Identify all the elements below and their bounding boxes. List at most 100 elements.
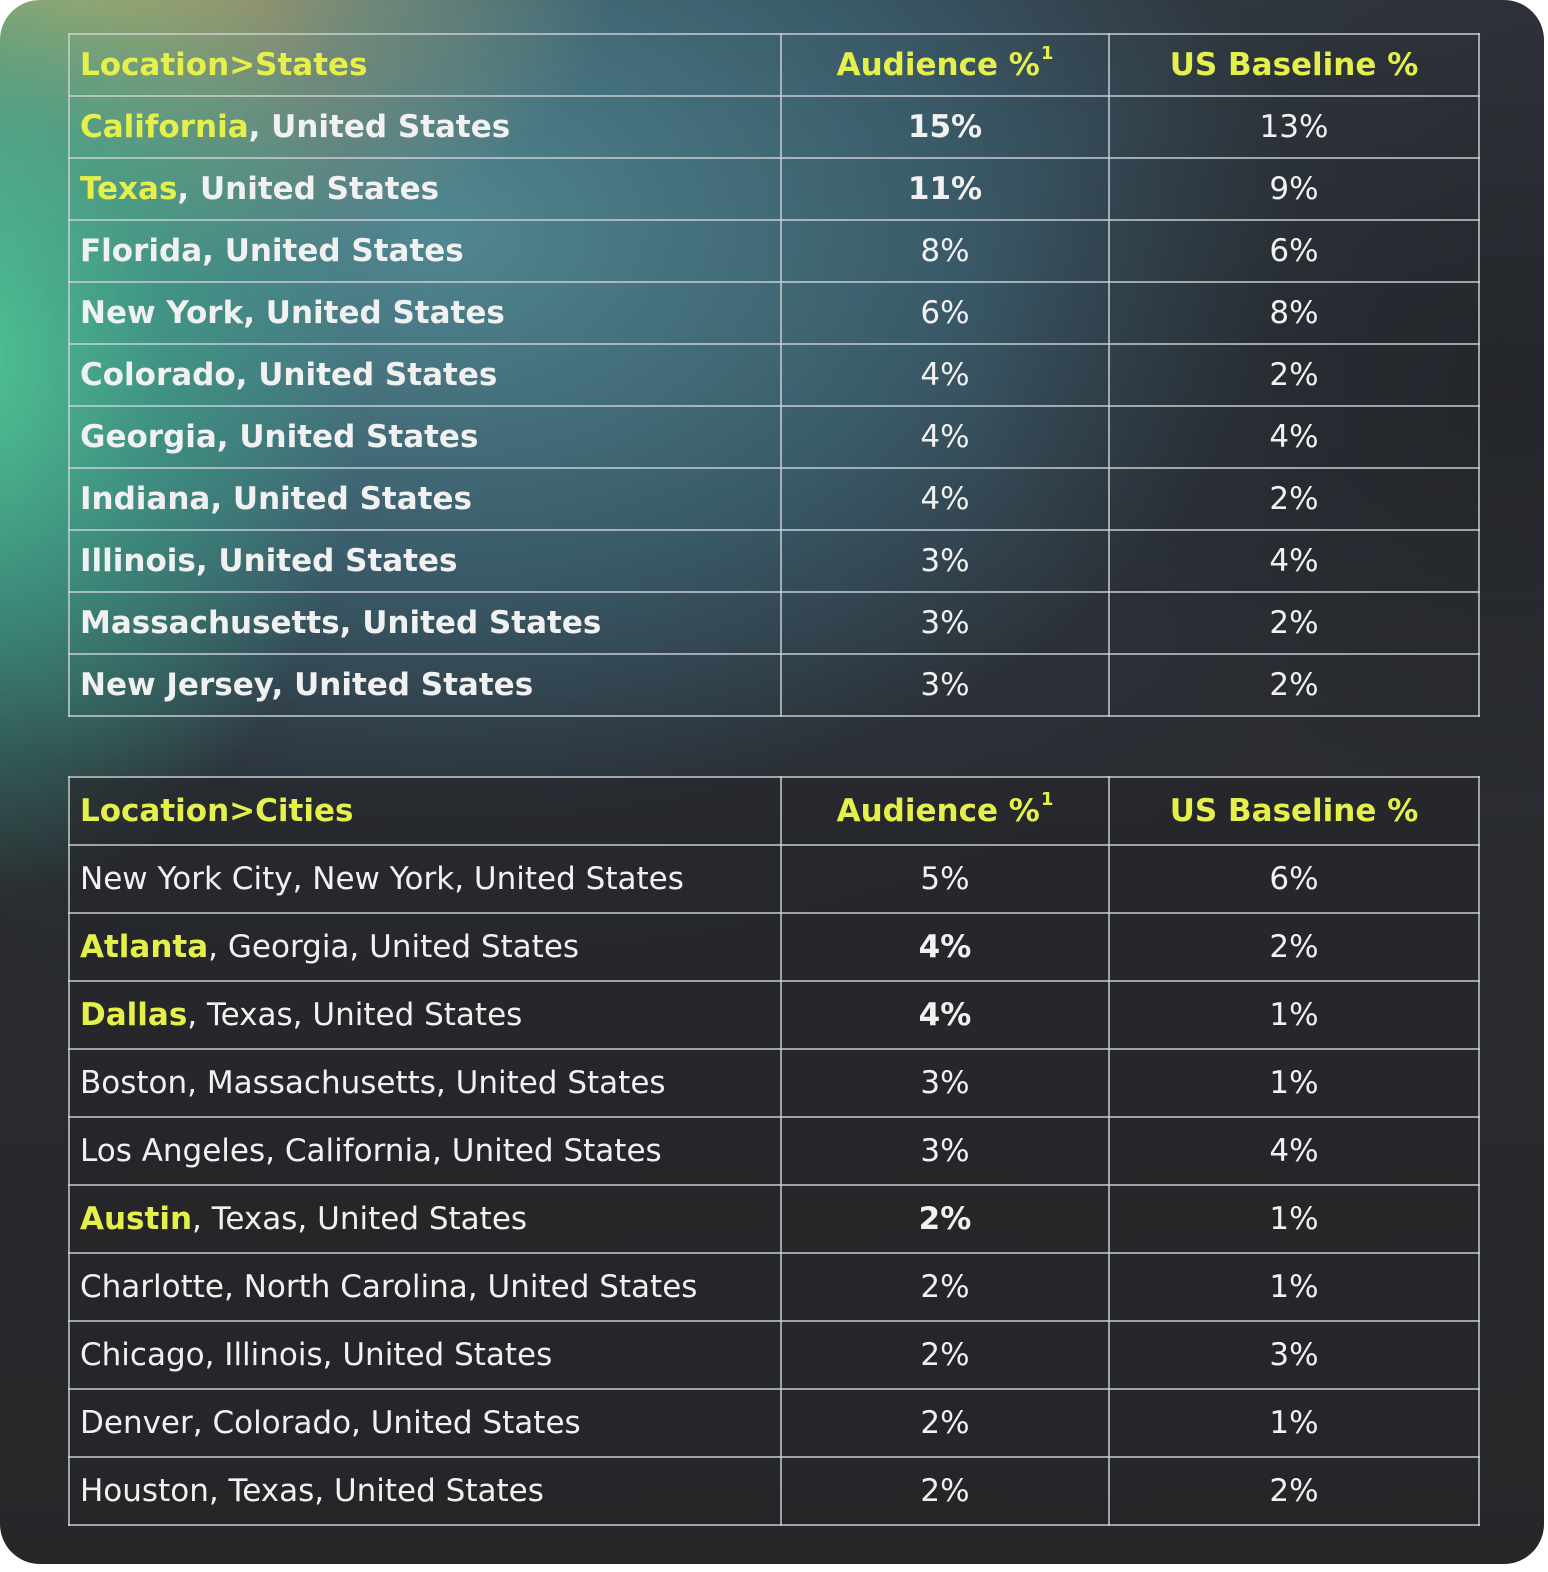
location-text: Massachusetts, United States	[80, 604, 602, 641]
location-cell: Georgia, United States	[68, 405, 782, 469]
location-text: New York, United States	[80, 294, 505, 331]
location-text: Denver, Colorado, United States	[80, 1404, 581, 1441]
location-text: New Jersey, United States	[80, 666, 534, 703]
location-cell: New York City, New York, United States	[68, 844, 782, 914]
location-text: Chicago, Illinois, United States	[80, 1336, 553, 1373]
column-header-audience-label: Audience %	[836, 792, 1040, 829]
location-text: Charlotte, North Carolina, United States	[80, 1268, 698, 1305]
location-cell: Boston, Massachusetts, United States	[68, 1048, 782, 1118]
audience-cell: 4%	[780, 343, 1110, 407]
baseline-cell: 2%	[1108, 912, 1480, 982]
location-text: , Georgia, United States	[208, 928, 580, 965]
location-text: Houston, Texas, United States	[80, 1472, 544, 1509]
baseline-cell: 4%	[1108, 405, 1480, 469]
baseline-cell: 4%	[1108, 1116, 1480, 1186]
location-cell: Austin, Texas, United States	[68, 1184, 782, 1254]
baseline-cell: 13%	[1108, 95, 1480, 159]
table-row: Colorado, United States 4% 2%	[68, 343, 1480, 407]
audience-cell: 15%	[780, 95, 1110, 159]
states-table: Location>States Audience %1 US Baseline …	[68, 33, 1480, 717]
header-row: Location>States Audience %1 US Baseline …	[68, 33, 1480, 97]
footnote-marker: 1	[1040, 788, 1054, 810]
column-header-baseline: US Baseline %	[1108, 33, 1480, 97]
column-header-baseline: US Baseline %	[1108, 776, 1480, 846]
location-text: Georgia, United States	[80, 418, 479, 455]
baseline-cell: 8%	[1108, 281, 1480, 345]
audience-cell: 2%	[780, 1388, 1110, 1458]
audience-cell: 4%	[780, 980, 1110, 1050]
table-row: Charlotte, North Carolina, United States…	[68, 1252, 1480, 1322]
location-text: , Texas, United States	[192, 1200, 528, 1237]
location-cell: Charlotte, North Carolina, United States	[68, 1252, 782, 1322]
baseline-cell: 3%	[1108, 1320, 1480, 1390]
baseline-cell: 2%	[1108, 591, 1480, 655]
location-cell: Los Angeles, California, United States	[68, 1116, 782, 1186]
table-row: Austin, Texas, United States 2% 1%	[68, 1184, 1480, 1254]
table-row: Illinois, United States 3% 4%	[68, 529, 1480, 593]
table-row: Denver, Colorado, United States 2% 1%	[68, 1388, 1480, 1458]
baseline-cell: 1%	[1108, 1048, 1480, 1118]
table-row: California, United States 15% 13%	[68, 95, 1480, 159]
location-cell: Massachusetts, United States	[68, 591, 782, 655]
location-cell: Atlanta, Georgia, United States	[68, 912, 782, 982]
baseline-cell: 1%	[1108, 1388, 1480, 1458]
location-cell: Florida, United States	[68, 219, 782, 283]
cities-table-body: New York City, New York, United States 5%…	[68, 844, 1480, 1526]
baseline-cell: 9%	[1108, 157, 1480, 221]
location-text: , United States	[177, 170, 440, 207]
table-row: New York City, New York, United States 5%…	[68, 844, 1480, 914]
location-cell: Colorado, United States	[68, 343, 782, 407]
audience-cell: 2%	[780, 1456, 1110, 1526]
location-cell: Chicago, Illinois, United States	[68, 1320, 782, 1390]
footnote-marker: 1	[1040, 42, 1054, 64]
table-row: New Jersey, United States 3% 2%	[68, 653, 1480, 717]
location-text: Los Angeles, California, United States	[80, 1132, 662, 1169]
baseline-cell: 1%	[1108, 1184, 1480, 1254]
audience-cell: 11%	[780, 157, 1110, 221]
location-cell: Texas, United States	[68, 157, 782, 221]
location-cell: Houston, Texas, United States	[68, 1456, 782, 1526]
baseline-cell: 2%	[1108, 343, 1480, 407]
baseline-cell: 6%	[1108, 219, 1480, 283]
table-row: Boston, Massachusetts, United States 3% 1%	[68, 1048, 1480, 1118]
table-row: New York, United States 6% 8%	[68, 281, 1480, 345]
table-row: Atlanta, Georgia, United States 4% 2%	[68, 912, 1480, 982]
audience-cell: 2%	[780, 1184, 1110, 1254]
location-cell: Indiana, United States	[68, 467, 782, 531]
location-cell: California, United States	[68, 95, 782, 159]
table-row: Chicago, Illinois, United States 2% 3%	[68, 1320, 1480, 1390]
table-row: Florida, United States 8% 6%	[68, 219, 1480, 283]
location-text: New York City, New York, United States	[80, 860, 684, 897]
location-cell: Illinois, United States	[68, 529, 782, 593]
column-header-location: Location>States	[68, 33, 782, 97]
audience-cell: 4%	[780, 405, 1110, 469]
location-cell: Denver, Colorado, United States	[68, 1388, 782, 1458]
audience-cell: 3%	[780, 1048, 1110, 1118]
location-text: Illinois, United States	[80, 542, 458, 579]
baseline-cell: 1%	[1108, 1252, 1480, 1322]
location-text: Boston, Massachusetts, United States	[80, 1064, 666, 1101]
highlighted-location: Dallas	[80, 996, 188, 1033]
highlighted-location: Atlanta	[80, 928, 209, 965]
states-table-body: California, United States 15% 13% Texas, Un…	[68, 95, 1480, 717]
audience-cell: 4%	[780, 467, 1110, 531]
baseline-cell: 1%	[1108, 980, 1480, 1050]
table-row: Massachusetts, United States 3% 2%	[68, 591, 1480, 655]
column-header-audience-label: Audience %	[836, 46, 1040, 83]
table-row: Georgia, United States 4% 4%	[68, 405, 1480, 469]
baseline-cell: 4%	[1108, 529, 1480, 593]
baseline-cell: 2%	[1108, 1456, 1480, 1526]
location-cell: New York, United States	[68, 281, 782, 345]
audience-cell: 5%	[780, 844, 1110, 914]
table-row: Texas, United States 11% 9%	[68, 157, 1480, 221]
audience-cell: 4%	[780, 912, 1110, 982]
table-row: Los Angeles, California, United States 3%…	[68, 1116, 1480, 1186]
audience-cell: 3%	[780, 529, 1110, 593]
column-header-audience: Audience %1	[780, 33, 1110, 97]
location-cell: Dallas, Texas, United States	[68, 980, 782, 1050]
header-row: Location>Cities Audience %1 US Baseline …	[68, 776, 1480, 846]
table-row: Indiana, United States 4% 2%	[68, 467, 1480, 531]
highlighted-location: Texas	[80, 170, 178, 207]
baseline-cell: 6%	[1108, 844, 1480, 914]
